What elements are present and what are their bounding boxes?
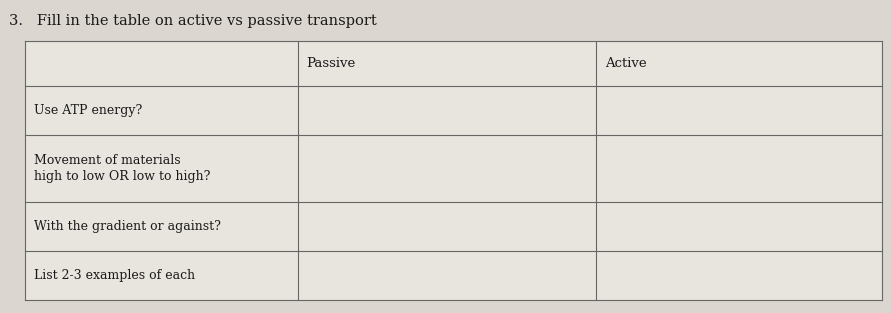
Text: List 2-3 examples of each: List 2-3 examples of each [34,269,195,282]
Text: Movement of materials
high to low OR low to high?: Movement of materials high to low OR low… [34,154,210,183]
Text: 3.   Fill in the table on active vs passive transport: 3. Fill in the table on active vs passiv… [9,14,377,28]
Text: Passive: Passive [307,57,356,70]
Text: With the gradient or against?: With the gradient or against? [34,220,221,233]
Text: Use ATP energy?: Use ATP energy? [34,104,142,117]
Text: Active: Active [605,57,647,70]
